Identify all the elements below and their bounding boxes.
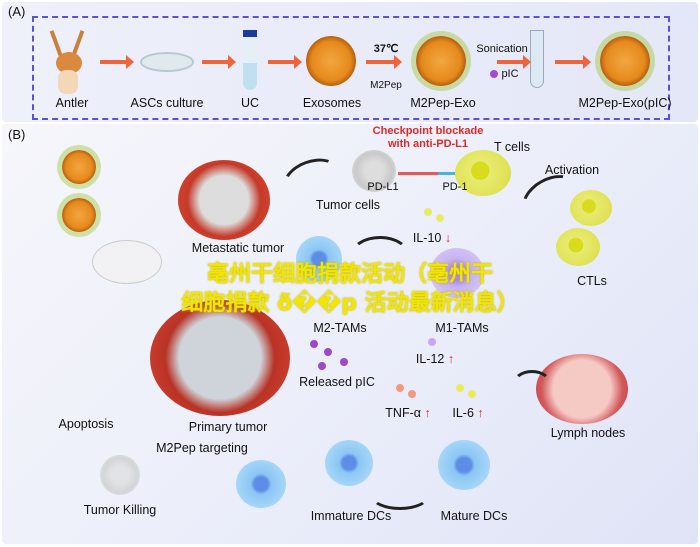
arrow-3	[268, 55, 302, 69]
panel-a-label: (A)	[8, 4, 26, 19]
il6-icon	[456, 384, 464, 392]
pic-dot-icon	[318, 362, 326, 370]
m2-tam-icon	[296, 236, 342, 282]
m2pep-exo-pic-icon	[600, 36, 650, 86]
m2-tam-targeted-icon	[236, 460, 286, 508]
t-cell-icon	[455, 150, 511, 196]
step-m2pep-exo-pic: M2Pep-Exo(pIC)	[578, 96, 672, 110]
up-arrow-icon: ↑	[424, 406, 431, 420]
checkpoint-line-2: with anti-PD-L1	[387, 138, 469, 150]
arrow-6	[555, 55, 591, 69]
m2-tams-label: M2-TAMs	[313, 321, 367, 335]
pic-dot-icon	[340, 358, 348, 366]
immature-dcs-label: Immature DCs	[310, 509, 392, 523]
centrifuge-tube-icon	[243, 30, 257, 90]
sonication-tube-icon	[530, 30, 544, 88]
up-arrow-icon: ↑	[447, 352, 455, 366]
il10-icon	[436, 214, 444, 222]
il12-label: IL-12 ↑	[416, 352, 454, 367]
tumor-cells-label: Tumor cells	[315, 198, 381, 212]
exosome-icon	[306, 36, 356, 86]
ctl-icon	[556, 228, 600, 266]
il10-label: IL-10 ↓	[413, 231, 451, 246]
step-uc: UC	[240, 96, 260, 110]
il12-text: IL-12	[415, 352, 445, 366]
pic-dot-icon	[310, 340, 318, 348]
il12-icon	[428, 338, 436, 346]
workflow-box	[32, 16, 670, 120]
apoptosis-label: Apoptosis	[58, 417, 114, 431]
step-m2pep-exo: M2Pep-Exo	[410, 96, 476, 110]
t-cells-label: T cells	[494, 140, 530, 154]
m2pep-label: M2Pep	[370, 80, 402, 91]
ctls-label: CTLs	[577, 274, 607, 288]
step-exosomes: Exosomes	[302, 96, 362, 110]
tumor-killing-label: Tumor Killing	[83, 503, 157, 517]
m2pep-exo-icon	[416, 36, 466, 86]
ctl-icon	[570, 190, 612, 226]
tnf-text: TNF-α	[385, 406, 421, 420]
petri-dish-icon	[140, 52, 194, 72]
tnf-label: TNF-α ↑	[385, 406, 430, 421]
curved-arrow	[350, 236, 410, 276]
pic-icon	[490, 70, 498, 78]
il6-label: IL-6 ↑	[452, 406, 483, 421]
step-ascs-culture: ASCs culture	[130, 96, 204, 110]
panel-b-label: (B)	[8, 127, 26, 142]
up-arrow-icon: ↑	[477, 406, 484, 420]
arrow-5	[497, 55, 531, 69]
metastatic-tumor-label: Metastatic tumor	[191, 241, 285, 255]
dead-tumor-cell-icon	[100, 455, 140, 495]
primary-tumor-icon	[150, 300, 290, 416]
il6-icon	[468, 390, 476, 398]
checkpoint-line-1: Checkpoint blockade	[372, 125, 484, 137]
primary-tumor-label: Primary tumor	[188, 420, 268, 434]
tumor-cell-icon	[352, 150, 396, 192]
arrow-4	[366, 55, 402, 69]
il10-text: IL-10	[412, 231, 442, 245]
exosome-icon	[62, 150, 96, 184]
down-arrow-icon: ↓	[444, 231, 452, 245]
sonication-label: Sonication	[476, 43, 528, 55]
anti-pd-l1-icon	[398, 172, 438, 175]
curved-arrow	[370, 480, 430, 510]
watermark-line-1: 亳州干细胞捐款活动（亳州干	[206, 262, 493, 287]
tnf-icon	[408, 390, 416, 398]
mouse-icon	[92, 240, 162, 284]
temperature-label: 37℃	[373, 43, 399, 55]
lymph-node-icon	[536, 354, 628, 424]
pic-dot-icon	[324, 348, 332, 356]
exosome-icon	[62, 198, 96, 232]
arrow-1	[100, 55, 134, 69]
il6-text: IL-6	[452, 406, 474, 420]
pic-label: pIC	[501, 68, 519, 80]
pd-1-label: PD-1	[442, 181, 468, 193]
pd-l1-label: PD-L1	[367, 181, 399, 193]
checkpoint-blockade-label: Checkpoint blockade with anti-PD-L1	[373, 125, 484, 151]
immature-dc-icon	[325, 440, 373, 486]
watermark-line-2: 细胞捐款 ð��p 活动最新消息）	[181, 291, 519, 316]
mature-dcs-label: Mature DCs	[440, 509, 508, 523]
activation-label: Activation	[544, 163, 600, 177]
released-pic-label: Released pIC	[299, 375, 375, 389]
pd-1-icon	[438, 172, 458, 175]
curved-arrow	[512, 370, 552, 400]
tnf-icon	[396, 384, 404, 392]
metastatic-tumor-icon	[178, 160, 270, 240]
m2pep-targeting-label: M2Pep targeting	[156, 441, 248, 455]
arrow-2	[202, 55, 236, 69]
step-antler: Antler	[55, 96, 89, 110]
m1-tam-icon	[430, 248, 484, 298]
lymph-nodes-label: Lymph nodes	[550, 426, 626, 440]
deer-icon	[49, 30, 86, 94]
mature-dc-icon	[438, 440, 490, 490]
il10-icon	[424, 208, 432, 216]
m1-tams-label: M1-TAMs	[435, 321, 489, 335]
